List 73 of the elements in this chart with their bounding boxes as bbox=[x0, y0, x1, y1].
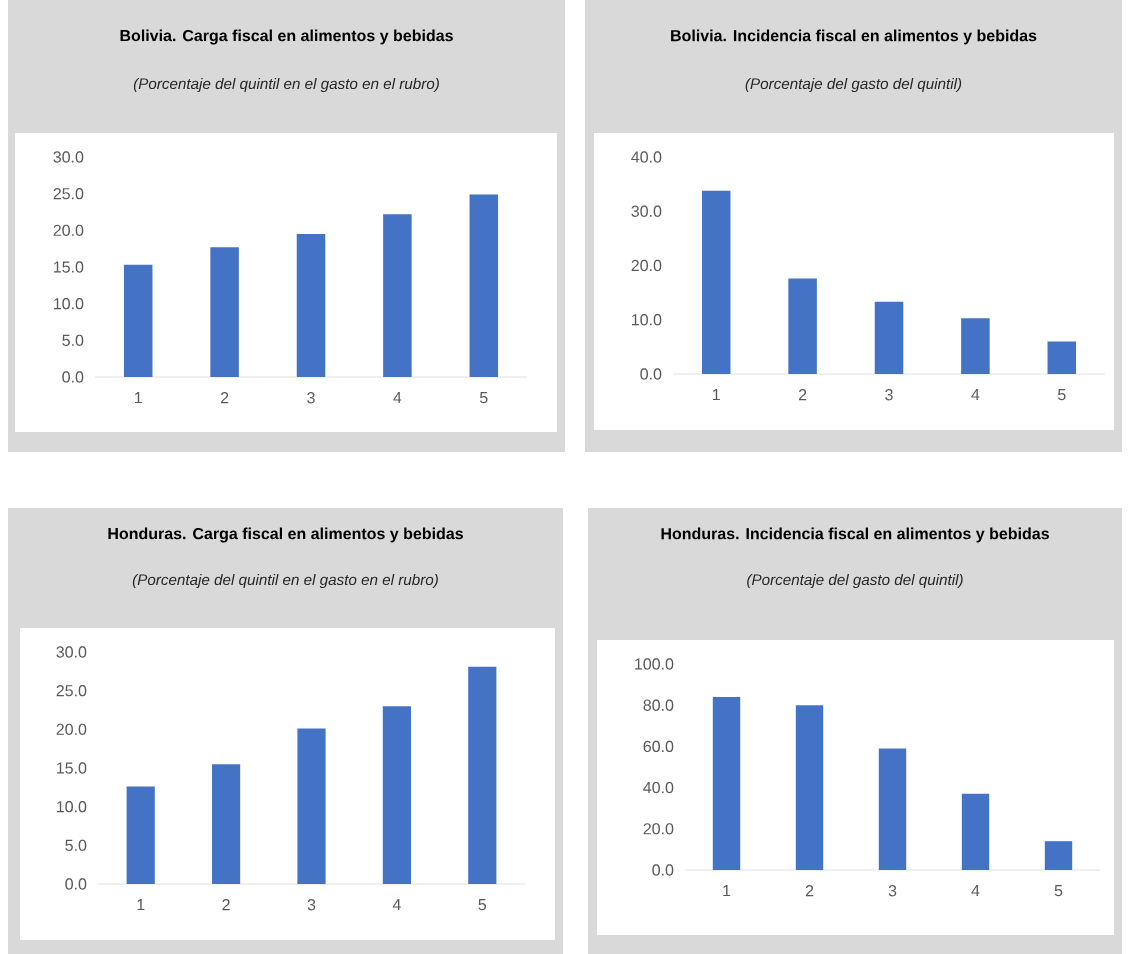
y-tick-label: 15.0 bbox=[57, 762, 87, 774]
chart-title: Honduras. Carga fiscal en alimentos y bebidas bbox=[108, 527, 463, 543]
bar bbox=[468, 666, 497, 885]
bar bbox=[123, 264, 153, 378]
y-tick-label: 10.0 bbox=[54, 298, 84, 310]
bar bbox=[469, 194, 499, 378]
bar bbox=[788, 278, 817, 375]
x-tick-label: 2 bbox=[798, 389, 807, 401]
chart-subtitle: (Porcentaje del quintil en el gasto en el rubro) bbox=[132, 573, 438, 589]
bar bbox=[383, 214, 412, 378]
y-tick-label: 30.0 bbox=[56, 646, 87, 658]
y-tick-label: 25.0 bbox=[53, 188, 84, 200]
y-tick-label: 10.0 bbox=[632, 314, 662, 326]
y-tick-label: 20.0 bbox=[631, 259, 662, 272]
x-tick-label: 4 bbox=[393, 392, 402, 404]
y-tick-label: 0.0 bbox=[640, 368, 662, 380]
y-tick-label: 40.0 bbox=[631, 151, 662, 163]
x-tick-label: 1 bbox=[134, 392, 142, 404]
y-tick-label: 20.0 bbox=[53, 224, 84, 237]
bar bbox=[212, 764, 241, 885]
y-tick-label: 20.0 bbox=[56, 723, 87, 736]
chart-subtitle: (Porcentaje del quintil en el gasto en el rubro) bbox=[133, 77, 439, 93]
bar bbox=[297, 728, 326, 885]
y-tick-label: 15.0 bbox=[54, 261, 84, 273]
bar bbox=[874, 301, 904, 375]
bar bbox=[795, 705, 824, 871]
y-tick-label: 100.0 bbox=[635, 658, 674, 670]
chart-subtitle: (Porcentaje del gasto del quintil) bbox=[747, 573, 963, 589]
x-tick-label: 4 bbox=[971, 389, 980, 401]
y-tick-label: 40.0 bbox=[643, 781, 674, 794]
chart-subtitle: (Porcentaje del gasto del quintil) bbox=[745, 77, 962, 93]
y-tick-label: 20.0 bbox=[643, 823, 674, 835]
x-tick-label: 5 bbox=[1057, 389, 1066, 401]
y-tick-label: 10.0 bbox=[57, 801, 87, 813]
x-tick-label: 1 bbox=[712, 389, 720, 401]
bar bbox=[712, 696, 741, 871]
y-tick-label: 0.0 bbox=[65, 878, 87, 890]
bar bbox=[961, 793, 990, 871]
x-tick-label: 1 bbox=[723, 885, 731, 897]
chart-title: Bolivia. Incidencia fiscal en alimentos y bebidas bbox=[671, 29, 1037, 45]
x-tick-label: 5 bbox=[478, 899, 487, 911]
y-tick-label: 0.0 bbox=[652, 864, 674, 876]
x-tick-label: 2 bbox=[220, 392, 229, 404]
x-tick-label: 2 bbox=[805, 885, 814, 897]
bar bbox=[126, 786, 155, 885]
x-tick-label: 3 bbox=[307, 392, 315, 404]
chart-title: Honduras. Incidencia fiscal en alimentos y bebidas bbox=[661, 527, 1049, 543]
x-tick-label: 2 bbox=[222, 899, 230, 911]
x-tick-label: 4 bbox=[971, 885, 980, 897]
y-tick-label: 30.0 bbox=[53, 151, 84, 163]
bar bbox=[1044, 841, 1073, 871]
x-tick-label: 3 bbox=[888, 885, 897, 897]
y-tick-label: 0.0 bbox=[62, 371, 84, 383]
x-tick-label: 3 bbox=[307, 899, 316, 911]
y-tick-label: 25.0 bbox=[56, 685, 87, 697]
bar bbox=[961, 318, 990, 375]
x-tick-label: 5 bbox=[1054, 885, 1063, 897]
y-tick-label: 60.0 bbox=[643, 740, 674, 753]
y-tick-label: 30.0 bbox=[631, 205, 662, 217]
bar bbox=[296, 234, 326, 378]
y-tick-label: 80.0 bbox=[643, 699, 674, 711]
bar bbox=[701, 190, 731, 375]
y-tick-label: 5.0 bbox=[62, 334, 84, 347]
chart-title: Bolivia. Carga fiscal en alimentos y bebidas bbox=[120, 29, 453, 45]
bar bbox=[210, 247, 239, 378]
y-tick-label: 5.0 bbox=[65, 839, 87, 852]
bar bbox=[1047, 341, 1077, 375]
x-tick-label: 5 bbox=[479, 392, 488, 404]
x-tick-label: 4 bbox=[392, 899, 401, 911]
bar bbox=[382, 706, 411, 885]
x-tick-label: 3 bbox=[885, 389, 893, 401]
bar bbox=[878, 748, 907, 871]
x-tick-label: 1 bbox=[137, 899, 145, 911]
